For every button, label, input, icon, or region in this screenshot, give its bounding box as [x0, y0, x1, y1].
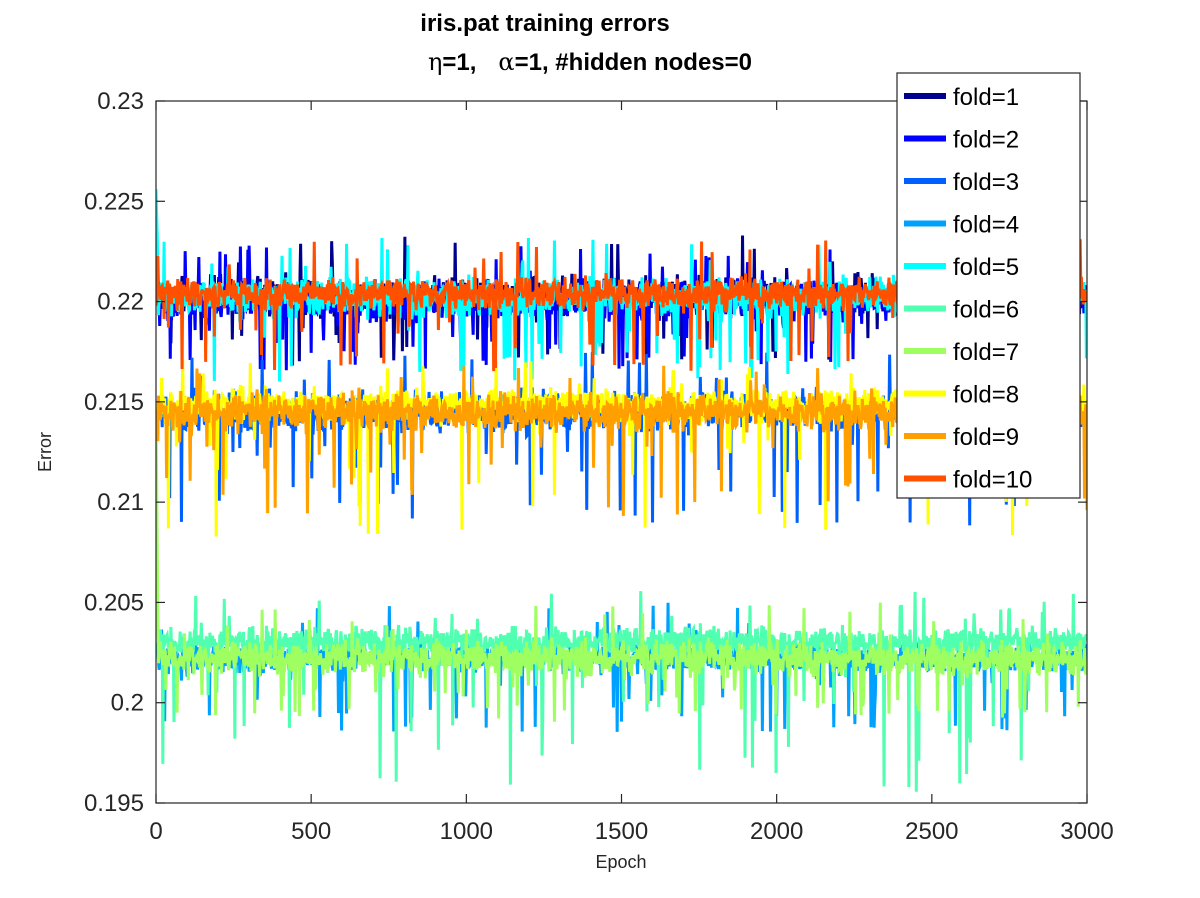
legend-label: fold=3: [953, 169, 1019, 196]
y-tick-label: 0.195: [84, 790, 144, 817]
x-tick-label: 3000: [1060, 818, 1113, 845]
legend-label: fold=6: [953, 297, 1019, 324]
chart-title: iris.pat training errors: [420, 10, 669, 37]
x-tick-label: 2000: [750, 818, 803, 845]
legend-label: fold=1: [953, 84, 1019, 111]
legend-label: fold=7: [953, 339, 1019, 366]
legend-label: fold=9: [953, 424, 1019, 451]
legend-label: fold=2: [953, 127, 1019, 154]
subtitle-rest: =1, #hidden nodes=0: [515, 49, 752, 76]
legend: fold=1 fold=2 fold=3 fold=4 fold=5 fold=6 fold…: [896, 72, 1081, 499]
y-axis-label: Error: [35, 432, 55, 472]
y-tick-label: 0.21: [97, 489, 144, 516]
y-tick-label: 0.2: [111, 690, 144, 717]
legend-box: [896, 72, 1081, 499]
y-tick-label: 0.225: [84, 188, 144, 215]
x-axis-label: Epoch: [595, 852, 646, 872]
y-tick-label: 0.22: [97, 289, 144, 316]
x-tick-label: 0: [149, 818, 162, 845]
x-tick-label: 500: [291, 818, 331, 845]
x-tick-label: 1000: [440, 818, 493, 845]
x-tick-label: 2500: [905, 818, 958, 845]
chart-subtitle: η=1, α=1, #hidden nodes=0: [428, 48, 752, 76]
y-axis: 0.195 0.2 0.205 0.21 0.215 0.22 0.225 0.23: [84, 88, 1087, 817]
series-line-fold-7: [156, 421, 1087, 722]
eta-value: =1,: [442, 49, 476, 76]
y-tick-label: 0.205: [84, 589, 144, 616]
x-tick-label: 1500: [595, 818, 648, 845]
y-tick-label: 0.215: [84, 389, 144, 416]
x-axis: 0 500 1000 1500 2000 2500 3000: [149, 101, 1114, 845]
legend-label: fold=5: [953, 254, 1019, 281]
eta-symbol: η: [428, 48, 442, 76]
legend-label: fold=8: [953, 382, 1019, 409]
y-tick-label: 0.23: [97, 88, 144, 115]
alpha-symbol: α: [498, 48, 514, 76]
legend-label: fold=4: [953, 212, 1019, 239]
legend-label: fold=10: [953, 467, 1032, 494]
